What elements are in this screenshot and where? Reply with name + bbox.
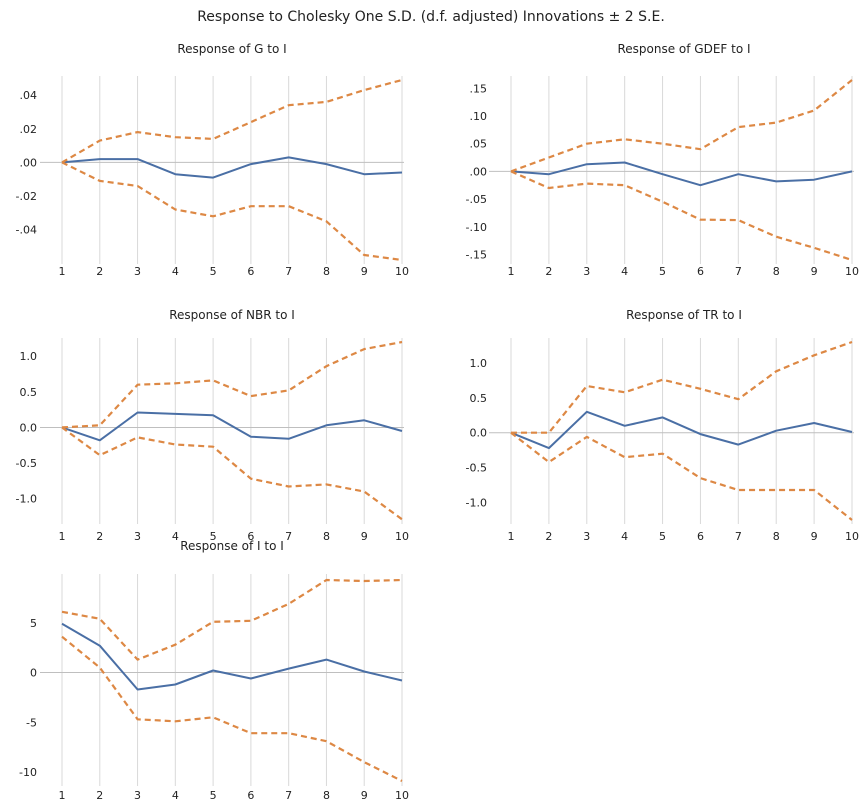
response-line — [510, 161, 853, 187]
response-line — [510, 410, 853, 450]
panel-title: Response of TR to I — [626, 308, 742, 322]
x-tick-label: 4 — [172, 530, 179, 543]
lower-band-line — [61, 635, 403, 782]
y-tick-label: .00 — [20, 156, 38, 169]
y-tick-label: -.15 — [466, 248, 487, 261]
x-tick-label: 9 — [361, 265, 368, 278]
x-tick-label: 10 — [845, 265, 859, 278]
x-tick-label: 2 — [96, 530, 103, 543]
x-tick-label: 1 — [59, 265, 66, 278]
main-title: Response to Cholesky One S.D. (d.f. adju… — [197, 9, 665, 25]
x-tick-label: 1 — [59, 789, 66, 802]
x-tick-label: 3 — [583, 265, 590, 278]
upper-band-line — [61, 578, 403, 661]
x-tick-label: 5 — [659, 530, 666, 543]
y-tick-label: -.10 — [466, 221, 487, 234]
x-tick-label: 3 — [134, 789, 141, 802]
x-tick-label: 6 — [247, 789, 254, 802]
x-tick-label: 7 — [735, 530, 742, 543]
y-tick-label: 5 — [30, 617, 37, 630]
y-tick-label: 0.5 — [20, 386, 38, 399]
x-tick-label: 4 — [172, 789, 179, 802]
x-tick-label: 7 — [285, 265, 292, 278]
y-tick-label: .02 — [20, 123, 38, 136]
response-line — [61, 156, 403, 179]
panel-title: Response of I to I — [180, 539, 284, 553]
x-tick-label: 2 — [545, 265, 552, 278]
x-tick-label: 10 — [395, 265, 409, 278]
y-tick-label: -.05 — [466, 193, 487, 206]
x-tick-label: 2 — [545, 530, 552, 543]
lower-band-line — [510, 170, 853, 262]
lower-band-line — [61, 161, 403, 262]
x-tick-label: 3 — [583, 530, 590, 543]
x-tick-label: 9 — [361, 789, 368, 802]
x-tick-label: 9 — [361, 530, 368, 543]
response-line — [61, 622, 403, 691]
upper-band-line — [61, 78, 403, 164]
upper-band-line — [511, 340, 853, 434]
y-tick-label: -0.5 — [16, 457, 37, 470]
y-tick-label: -10 — [19, 766, 37, 779]
x-tick-label: 5 — [210, 530, 217, 543]
x-tick-label: 3 — [134, 530, 141, 543]
x-tick-label: 1 — [59, 530, 66, 543]
x-tick-label: 8 — [323, 265, 330, 278]
x-tick-label: 8 — [773, 530, 780, 543]
x-tick-label: 6 — [247, 530, 254, 543]
y-tick-label: -0.5 — [466, 462, 487, 475]
lower-band-line — [510, 431, 853, 521]
x-tick-label: 3 — [134, 265, 141, 278]
panel-title: Response of NBR to I — [169, 308, 295, 322]
x-tick-label: 1 — [508, 530, 515, 543]
x-tick-label: 1 — [508, 265, 515, 278]
x-tick-label: 8 — [323, 530, 330, 543]
y-tick-label: 0.5 — [470, 392, 488, 405]
y-tick-label: .00 — [470, 165, 488, 178]
y-tick-label: .15 — [470, 82, 488, 95]
x-tick-label: 8 — [323, 789, 330, 802]
y-tick-label: 0 — [30, 667, 37, 680]
y-tick-label: -1.0 — [466, 497, 487, 510]
y-tick-label: 1.0 — [470, 357, 488, 370]
x-tick-label: 8 — [773, 265, 780, 278]
lower-band-line — [61, 426, 403, 521]
x-tick-label: 4 — [172, 265, 179, 278]
upper-band-line — [510, 79, 853, 173]
x-tick-label: 4 — [621, 265, 628, 278]
y-tick-label: 0.0 — [470, 427, 488, 440]
x-tick-label: 7 — [285, 789, 292, 802]
x-tick-label: 9 — [811, 530, 818, 543]
y-tick-label: .04 — [20, 89, 38, 102]
panel-title: Response of GDEF to I — [617, 42, 750, 56]
y-tick-label: -5 — [26, 716, 37, 729]
x-tick-label: 6 — [247, 265, 254, 278]
x-tick-label: 9 — [811, 265, 818, 278]
x-tick-label: 6 — [697, 530, 704, 543]
x-tick-label: 5 — [210, 265, 217, 278]
panel-title: Response of G to I — [177, 42, 286, 56]
x-tick-label: 6 — [697, 265, 704, 278]
x-tick-label: 5 — [210, 789, 217, 802]
y-tick-label: 1.0 — [20, 350, 38, 363]
x-tick-label: 2 — [96, 789, 103, 802]
x-tick-label: 5 — [659, 265, 666, 278]
x-tick-label: 10 — [395, 789, 409, 802]
x-tick-label: 7 — [285, 530, 292, 543]
y-tick-label: -.02 — [16, 190, 37, 203]
x-tick-label: 4 — [621, 530, 628, 543]
upper-band-line — [61, 340, 403, 429]
x-tick-label: 10 — [395, 530, 409, 543]
y-tick-label: -1.0 — [16, 493, 37, 506]
x-tick-label: 2 — [96, 265, 103, 278]
response-line — [61, 411, 403, 442]
x-tick-label: 7 — [735, 265, 742, 278]
y-tick-label: -.04 — [16, 224, 37, 237]
y-tick-label: 0.0 — [20, 421, 38, 434]
y-tick-label: .10 — [470, 110, 488, 123]
y-tick-label: .05 — [470, 138, 488, 151]
x-tick-label: 10 — [845, 530, 859, 543]
